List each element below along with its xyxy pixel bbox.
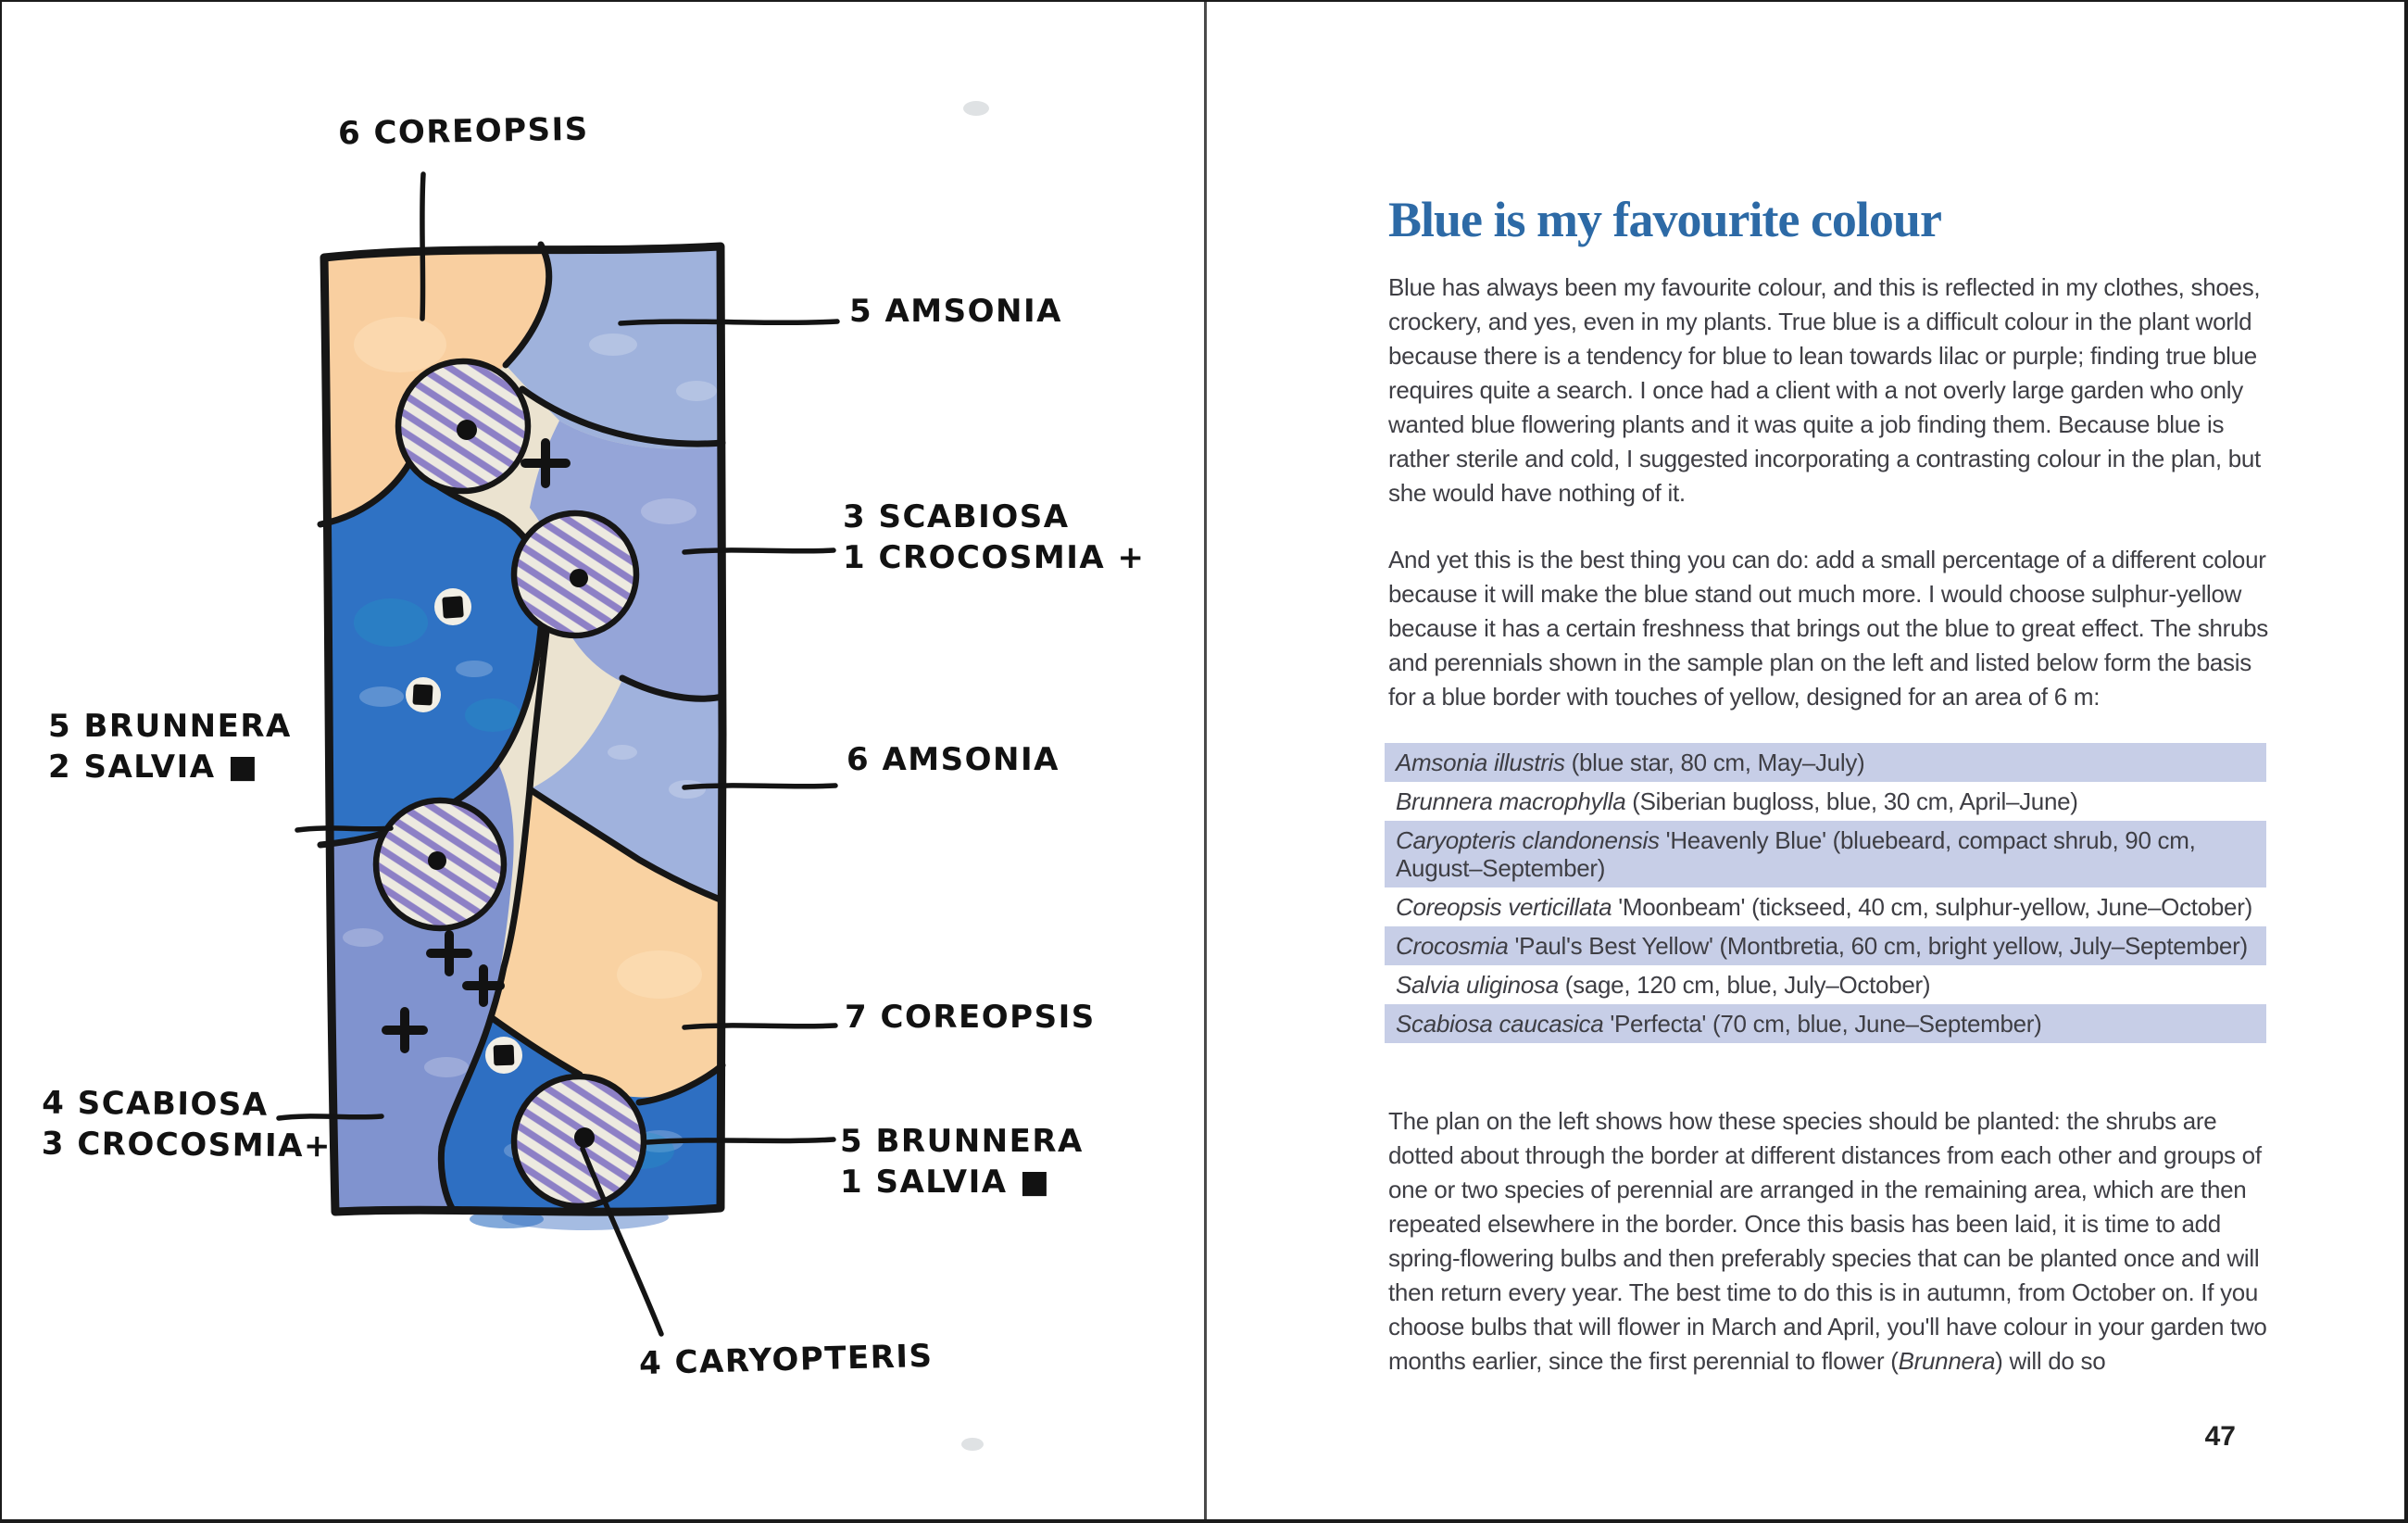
plant-details: 'Perfecta' (70 cm, blue, June–September) [1603, 1010, 2042, 1038]
plant-details: 'Heavenly Blue' (bluebeard, compact shru… [1396, 826, 2196, 882]
page-title: Blue is my favourite colour [1388, 192, 1942, 248]
plant-details: (Siberian bugloss, blue, 30 cm, April–Ju… [1625, 787, 2078, 815]
plan-label-text: 7 COREOPSIS [845, 999, 1096, 1036]
salvia-square-mark [412, 684, 433, 706]
paragraph-2: And yet this is the best thing you can d… [1388, 546, 2268, 711]
plan-label-text: 5 BRUNNERA [48, 708, 292, 745]
plant-species-name: Coreopsis verticillata [1396, 893, 1612, 921]
plan-label-brunnera-5-salvia-1: 5 BRUNNERA 1 SALVIA ■ [840, 1121, 1084, 1202]
plan-label-text: 6 AMSONIA [847, 741, 1060, 778]
crocosmia-plus-mark [382, 1007, 428, 1053]
plan-label-scabiosa-3-crocosmia-1: 3 SCABIOSA 1 CROCOSMIA + [843, 497, 1146, 578]
paragraph-3-italic: Brunnera [1898, 1347, 1996, 1375]
plan-label-text: 5 BRUNNERA [840, 1123, 1084, 1160]
plan-label-coreopsis-7: 7 COREOPSIS [845, 997, 1096, 1038]
plan-label-text: 4 SCABIOSA [42, 1084, 269, 1124]
plan-label-text: 6 COREOPSIS [337, 110, 590, 153]
plan-canvas [317, 241, 727, 1216]
plan-label-text: 1 CROCOSMIA + [843, 539, 1146, 576]
plant-species-name: Amsonia illustris [1396, 749, 1565, 776]
garden-plan-drawing [276, 101, 989, 1451]
crocosmia-plus-mark [462, 964, 505, 1007]
plant-row: Crocosmia 'Paul's Best Yellow' (Montbret… [1385, 926, 2266, 965]
plan-label-text: 2 SALVIA ■ [48, 749, 259, 786]
plan-label-brunnera-5-salvia-2: 5 BRUNNERA 2 SALVIA ■ [48, 706, 292, 787]
plant-details: (sage, 120 cm, blue, July–October) [1558, 971, 1931, 999]
label-connector-lines [276, 171, 840, 1337]
plant-row: Scabiosa caucasica 'Perfecta' (70 cm, bl… [1385, 1004, 2266, 1043]
plan-region-outlines [317, 241, 726, 1214]
plant-row: Brunnera macrophylla (Siberian bugloss, … [1385, 782, 2266, 821]
plan-label-text: 5 AMSONIA [849, 293, 1062, 330]
plant-list-table: Amsonia illustris (blue star, 80 cm, May… [1385, 743, 2266, 1043]
salvia-square-mark [493, 1044, 515, 1066]
paragraph-1: Blue has always been my favourite colour… [1388, 273, 2261, 507]
plan-label-amsonia-6: 6 AMSONIA [847, 739, 1060, 780]
page-smudge [963, 101, 989, 116]
plant-row: Coreopsis verticillata 'Moonbeam' (ticks… [1385, 887, 2266, 926]
plan-label-text: 1 SALVIA ■ [840, 1164, 1051, 1201]
plant-row: Caryopteris clandonensis 'Heavenly Blue'… [1385, 821, 2266, 887]
plan-label-text: 4 CARYOPTERIS [638, 1337, 934, 1383]
plan-label-amsonia-5: 5 AMSONIA [849, 291, 1062, 332]
plant-details: 'Moonbeam' (tickseed, 40 cm, sulphur-yel… [1612, 893, 2252, 921]
plant-details: (blue star, 80 cm, May–July) [1564, 749, 1865, 776]
crocosmia-plus-marks [382, 438, 571, 1053]
crocosmia-plus-mark [520, 438, 571, 488]
plant-species-name: Salvia uliginosa [1396, 971, 1559, 999]
plan-label-caryopteris-4: 4 CARYOPTERIS [638, 1336, 934, 1384]
plant-details: 'Paul's Best Yellow' (Montbretia, 60 cm,… [1508, 932, 2248, 960]
plant-species-name: Caryopteris clandonensis [1396, 826, 1660, 854]
paragraph-3-text-end: ) will do so [1995, 1347, 2106, 1375]
shrub-center-dots [428, 420, 595, 1148]
plant-species-name: Crocosmia [1396, 932, 1509, 960]
plant-species-name: Brunnera macrophylla [1396, 787, 1626, 815]
plan-label-text: 3 SCABIOSA [843, 498, 1070, 535]
plant-row: Salvia uliginosa (sage, 120 cm, blue, Ju… [1385, 965, 2266, 1004]
plan-label-scabiosa-4-crocosmia-3: 4 SCABIOSA 3 CROCOSMIA+ [42, 1083, 332, 1167]
salvia-square-marks [406, 588, 522, 1074]
paragraph-3: The plan on the left shows how these spe… [1388, 1104, 2268, 1378]
plant-species-name: Scabiosa caucasica [1396, 1010, 1604, 1038]
caryopteris-shrub-circles [372, 358, 647, 1210]
salvia-square-mark [442, 596, 464, 619]
crocosmia-plus-mark [426, 930, 472, 976]
plan-label-text: 3 CROCOSMIA+ [41, 1125, 332, 1165]
paragraph-3-text: The plan on the left shows how these spe… [1388, 1107, 2267, 1375]
plan-border [320, 242, 727, 1216]
page-gutter-divider [1204, 2, 1207, 1519]
plan-label-coreopsis-6: 6 COREOPSIS [338, 109, 589, 155]
plant-row: Amsonia illustris (blue star, 80 cm, May… [1385, 743, 2266, 782]
page-number: 47 [2204, 1421, 2236, 1452]
page-smudge [961, 1438, 984, 1451]
